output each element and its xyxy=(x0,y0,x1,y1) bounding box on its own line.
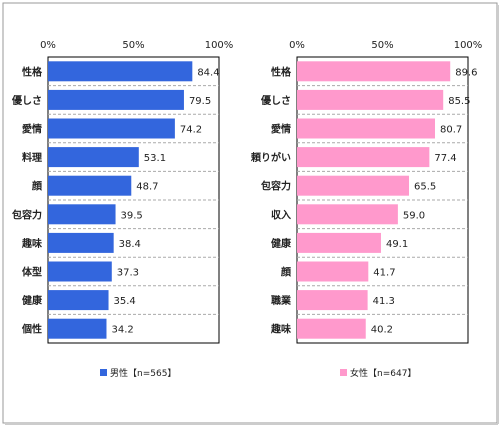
bar xyxy=(297,61,451,82)
category-label: 体型 xyxy=(22,266,42,279)
category-label: 趣味 xyxy=(270,323,291,336)
value-label: 77.4 xyxy=(434,153,456,164)
x-tick-label: 50% xyxy=(122,40,144,51)
bar xyxy=(297,318,366,339)
value-label: 41.7 xyxy=(373,268,395,279)
chart-female: 0% 50% 100% 性格 89.6 優しさ 85.5 愛情 80.7 頼りがい 77.4 包容力 6… xyxy=(250,40,482,379)
category-label: 頼りがい xyxy=(250,151,291,164)
value-label: 79.5 xyxy=(189,96,211,107)
legend-swatch xyxy=(100,369,107,376)
value-label: 53.1 xyxy=(144,153,166,164)
value-label: 85.5 xyxy=(448,96,470,107)
category-label: 包容力 xyxy=(261,180,291,193)
category-label: 収入 xyxy=(271,209,291,221)
category-label: 性格 xyxy=(270,65,292,78)
value-label: 74.2 xyxy=(180,125,202,136)
legend-swatch xyxy=(340,369,347,376)
value-label: 39.5 xyxy=(121,210,143,221)
category-label: 包容力 xyxy=(12,208,42,221)
category-label: 愛情 xyxy=(22,123,42,136)
bar xyxy=(48,261,112,282)
bar xyxy=(297,147,430,168)
x-tick-label: 100% xyxy=(454,40,483,51)
category-label: 愛情 xyxy=(271,123,291,136)
value-label: 34.2 xyxy=(111,325,133,336)
category-label: 健康 xyxy=(271,237,292,250)
legend-label: 男性【n=565】 xyxy=(110,367,176,379)
x-tick-label: 0% xyxy=(289,40,305,51)
category-label: 健康 xyxy=(22,294,43,307)
bar xyxy=(48,89,184,110)
x-tick-label: 100% xyxy=(205,40,234,51)
value-label: 40.2 xyxy=(371,325,393,336)
value-label: 41.3 xyxy=(373,296,395,307)
chart-male: 0% 50% 100% 性格 84.4 優しさ 79.5 愛情 74.2 料理 53.1 顔 48.7 包… xyxy=(11,40,233,379)
bar xyxy=(48,175,132,196)
legend-label: 女性【n=647】 xyxy=(350,367,416,379)
category-label: 職業 xyxy=(271,294,292,307)
bar xyxy=(297,175,410,196)
value-label: 59.0 xyxy=(403,210,425,221)
category-label: 優しさ xyxy=(260,94,291,107)
value-label: 37.3 xyxy=(117,268,139,279)
bar xyxy=(48,61,193,82)
value-label: 80.7 xyxy=(440,125,462,136)
category-label: 性格 xyxy=(21,65,43,78)
bar xyxy=(48,290,109,311)
bar xyxy=(297,204,398,225)
bar xyxy=(48,204,116,225)
value-label: 84.4 xyxy=(197,67,219,78)
value-label: 38.4 xyxy=(119,239,141,250)
x-tick-label: 0% xyxy=(40,40,56,51)
bar xyxy=(48,147,139,168)
bar xyxy=(48,232,114,253)
category-label: 趣味 xyxy=(21,237,42,250)
bar xyxy=(297,261,369,282)
bar xyxy=(48,318,107,339)
value-label: 49.1 xyxy=(386,239,408,250)
category-label: 顔 xyxy=(31,180,43,193)
value-label: 48.7 xyxy=(136,182,158,193)
bar xyxy=(48,118,175,139)
category-label: 個性 xyxy=(21,323,42,336)
bar xyxy=(297,89,444,110)
bar xyxy=(297,232,381,253)
x-tick-label: 50% xyxy=(371,40,393,51)
value-label: 89.6 xyxy=(455,67,477,78)
value-label: 65.5 xyxy=(414,182,436,193)
category-label: 料理 xyxy=(22,151,42,164)
category-label: 顔 xyxy=(280,266,292,279)
category-label: 優しさ xyxy=(11,94,42,107)
value-label: 35.4 xyxy=(114,296,136,307)
bar xyxy=(297,290,368,311)
bar xyxy=(297,118,435,139)
